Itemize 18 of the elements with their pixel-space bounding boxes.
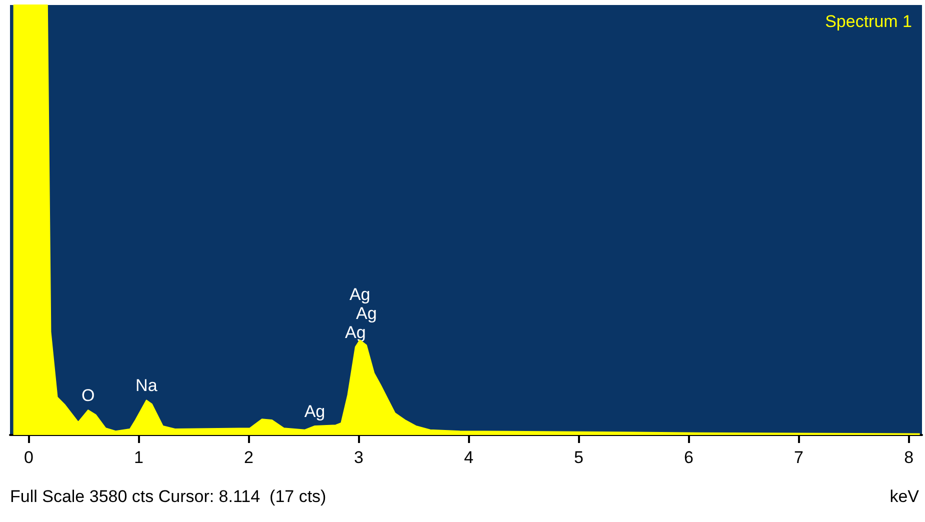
x-tick-label: 4 (464, 448, 474, 467)
x-tick-label: 1 (134, 448, 144, 467)
annotation: Ag (349, 284, 370, 304)
annotation: Ag (304, 402, 326, 421)
x-tick-label: 5 (574, 448, 584, 467)
x-tick-label: 0 (24, 448, 34, 467)
annotation: O (81, 386, 95, 406)
x-tick-label: 2 (244, 448, 254, 467)
chart-title: Spectrum 1 (825, 12, 912, 31)
x-tick-label: 8 (904, 448, 914, 467)
annotation: Ag (345, 322, 366, 342)
x-tick-label: 3 (354, 448, 364, 467)
annotation: Ag (356, 304, 377, 323)
x-axis-title: keV (890, 487, 920, 506)
text: Full Scale 3580 cts Cursor: 8.114 (17 cts) (10, 487, 326, 506)
x-tick-label: 6 (684, 448, 694, 467)
annotation: Na (136, 376, 158, 396)
x-tick-label: 7 (794, 448, 804, 467)
